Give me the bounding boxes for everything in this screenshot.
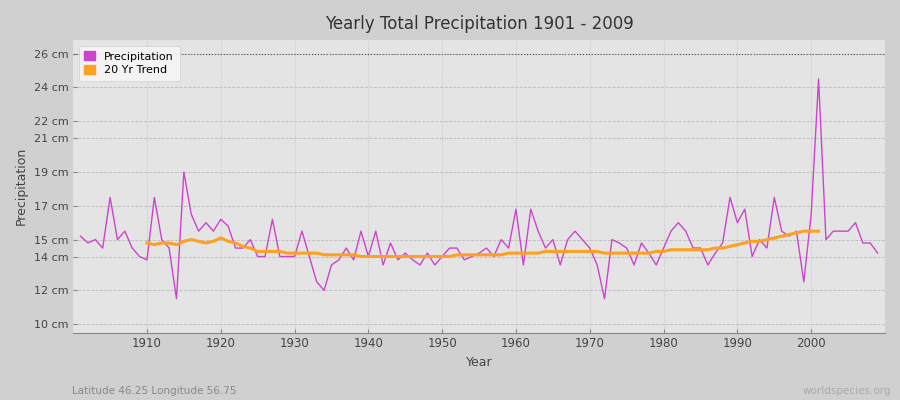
Y-axis label: Precipitation: Precipitation [15, 147, 28, 226]
Legend: Precipitation, 20 Yr Trend: Precipitation, 20 Yr Trend [78, 46, 180, 81]
Text: worldspecies.org: worldspecies.org [803, 386, 891, 396]
X-axis label: Year: Year [466, 356, 492, 369]
Text: Latitude 46.25 Longitude 56.75: Latitude 46.25 Longitude 56.75 [72, 386, 237, 396]
Title: Yearly Total Precipitation 1901 - 2009: Yearly Total Precipitation 1901 - 2009 [325, 15, 634, 33]
